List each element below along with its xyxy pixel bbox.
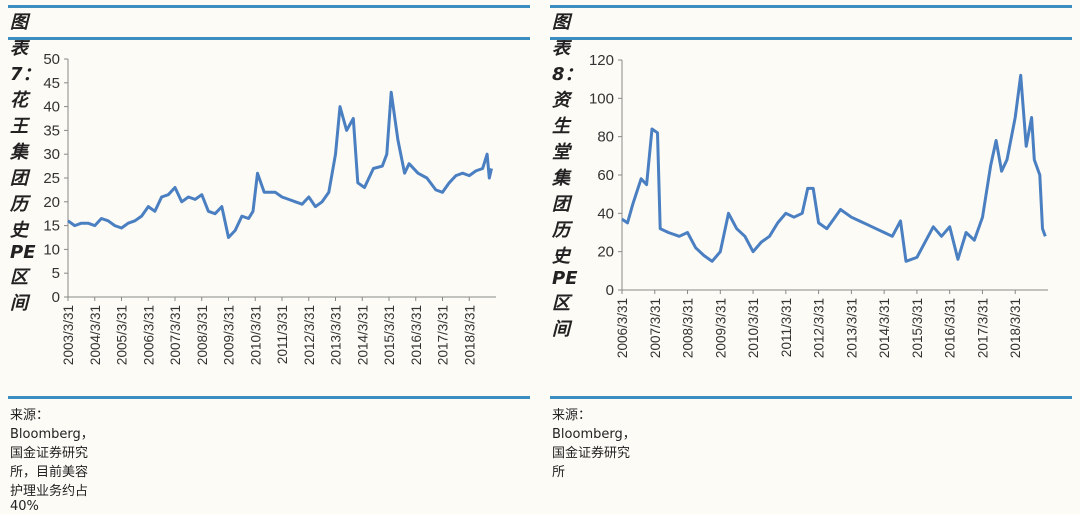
x-tick-label: 2016/3/31	[409, 305, 424, 365]
x-tick-label: 2004/3/31	[88, 305, 103, 365]
x-tick-label: 2012/3/31	[812, 298, 827, 358]
y-tick-label: 35	[43, 122, 60, 139]
x-tick-label: 2011/3/31	[779, 298, 794, 357]
y-tick-label: 30	[43, 146, 60, 163]
x-tick-label: 2005/3/31	[115, 305, 130, 365]
y-tick-label: 60	[597, 167, 614, 184]
x-tick-label: 2010/3/31	[248, 305, 263, 365]
x-tick-label: 2008/3/31	[681, 298, 696, 358]
y-tick-label: 40	[597, 205, 614, 222]
y-tick-label: 80	[597, 129, 614, 146]
x-tick-label: 2013/3/31	[844, 298, 859, 358]
x-tick-label: 2007/3/31	[648, 298, 663, 358]
y-tick-label: 120	[589, 52, 614, 69]
y-tick-label: 20	[43, 194, 60, 211]
chart-1: 0 20 40 60 80 100 120 2006/3/31 2007/3/31 2008/3/…	[589, 52, 1048, 358]
y-tick-label: 0	[52, 289, 60, 306]
x-tick-label: 2006/3/31	[615, 298, 630, 358]
x-tick-label: 2014/3/31	[355, 305, 370, 365]
chart-0: 0 5 10 15 20 25 30 35 40 45 50 2003/3/31 2004/3/31 20…	[43, 51, 496, 365]
plots: 0 5 10 15 20 25 30 35 40 45 50 2003/3/31 2004/3/31 20…	[0, 0, 1080, 429]
x-tick-label: 2007/3/31	[168, 305, 183, 365]
y-tick-label: 50	[43, 51, 60, 68]
y-tick-label: 20	[597, 244, 614, 261]
x-tick-label: 2010/3/31	[746, 298, 761, 358]
x-tick-label: 2017/3/31	[436, 305, 451, 365]
pe-line	[622, 75, 1045, 261]
y-tick-label: 10	[43, 241, 60, 258]
x-tick-label: 2018/3/31	[462, 305, 477, 365]
x-tick-label: 2014/3/31	[877, 298, 892, 358]
y-tick-label: 25	[43, 170, 60, 187]
x-tick-label: 2006/3/31	[141, 305, 156, 365]
x-tick-label: 2018/3/31	[1008, 298, 1023, 358]
x-tick-label: 2009/3/31	[222, 305, 237, 365]
y-tick-label: 0	[606, 282, 614, 299]
x-tick-label: 2012/3/31	[302, 305, 317, 365]
x-tick-label: 2016/3/31	[943, 298, 958, 358]
y-tick-label: 15	[43, 218, 60, 235]
pe-line	[68, 92, 492, 237]
x-tick-label: 2015/3/31	[910, 298, 925, 358]
y-tick-label: 5	[52, 265, 60, 282]
y-tick-label: 45	[43, 75, 60, 92]
y-tick-label: 40	[43, 99, 60, 116]
x-tick-label: 2009/3/31	[713, 298, 728, 358]
x-tick-label: 2008/3/31	[195, 305, 210, 365]
x-tick-label: 2015/3/31	[382, 305, 397, 365]
y-tick-label: 100	[589, 90, 614, 107]
x-tick-label: 2013/3/31	[329, 305, 344, 365]
x-tick-label: 2011/3/31	[275, 305, 290, 364]
x-tick-label: 2003/3/31	[61, 305, 76, 365]
x-tick-label: 2017/3/31	[975, 298, 990, 358]
